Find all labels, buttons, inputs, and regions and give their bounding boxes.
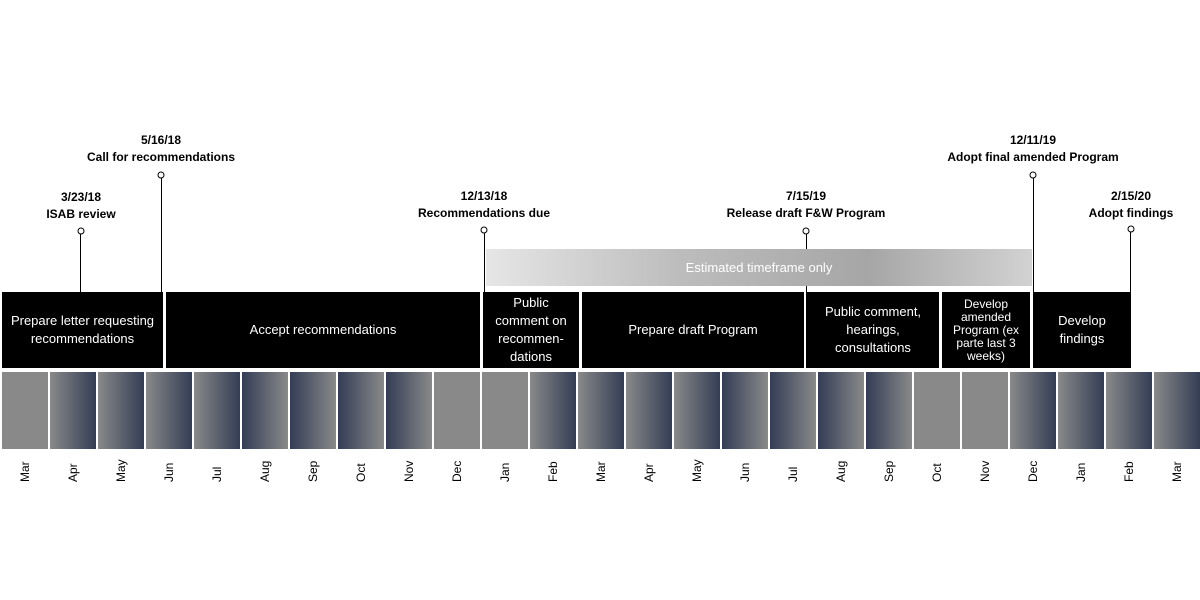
month-label: Jan [498,462,512,482]
milestone-stem [484,230,485,292]
month-cell [98,372,144,449]
month-label: Aug [258,460,272,482]
month-cell [194,372,240,449]
milestone-marker-icon [802,227,810,235]
milestone-stem [161,175,162,292]
month-cell [530,372,576,449]
milestone-text: Release draft F&W Program [726,206,886,220]
month-label: May [114,459,128,482]
month-label: Jan [1074,462,1088,482]
month-cell [578,372,624,449]
milestone-date: 3/23/18 [60,190,102,204]
month-label: Sep [306,460,320,482]
milestone-text: ISAB review [46,207,116,221]
phase-prepare-letter: Prepare letter requesting recommendation… [2,292,163,368]
milestone-date: 7/15/19 [785,189,827,203]
milestone-date: 2/15/20 [1110,189,1152,203]
month-cell [434,372,480,449]
month-label: Mar [18,461,32,482]
month-label: Oct [354,463,368,482]
month-label: Feb [546,461,560,482]
month-cell [722,372,768,449]
phase-public-comment-recommendations: Public comment on recommen-dations [483,292,579,368]
milestone-marker-icon [480,226,488,234]
month-label: Mar [594,461,608,482]
month-cell [818,372,864,449]
month-label: Feb [1122,461,1136,482]
month-cell [1154,372,1200,449]
month-cell [962,372,1008,449]
month-label: Aug [834,460,848,482]
milestone-stem [1130,229,1131,292]
milestone-stem [806,231,807,368]
month-cell [626,372,672,449]
month-cell [674,372,720,449]
month-label: Oct [930,463,944,482]
month-cell [914,372,960,449]
milestone-date: 12/13/18 [460,189,508,203]
milestone-text: Recommendations due [417,206,551,220]
milestone-marker-icon [1029,171,1037,179]
milestone-text: Call for recommendations [86,150,236,164]
month-cell [386,372,432,449]
milestone-marker-icon [157,171,165,179]
month-cell [482,372,528,449]
milestone-marker-icon [77,227,85,235]
milestone-text: Adopt findings [1088,206,1174,220]
phase-develop-amended-program: Develop amended Program (ex parte last 3… [942,292,1030,368]
milestone-stem [1033,175,1034,368]
month-label: Sep [882,460,896,482]
month-label: May [690,459,704,482]
month-cell [1058,372,1104,449]
month-label: Nov [978,460,992,482]
month-cell [338,372,384,449]
month-label: Apr [66,463,80,482]
month-cell [2,372,48,449]
month-label: Mar [1170,461,1184,482]
month-label: Apr [642,463,656,482]
month-cell [146,372,192,449]
month-label: Jun [738,462,752,482]
milestone-date: 5/16/18 [140,133,182,147]
month-cell [290,372,336,449]
month-label: Jul [786,466,800,482]
milestone-stem [80,231,81,292]
month-cell [1106,372,1152,449]
month-label: Dec [450,460,464,482]
phase-develop-findings: Develop findings [1033,292,1131,368]
month-cell [1010,372,1056,449]
month-label: Dec [1026,460,1040,482]
phase-public-comment-hearings: Public comment, hearings, consultations [807,292,939,368]
month-cell [50,372,96,449]
month-cell [242,372,288,449]
month-cell [866,372,912,449]
phase-prepare-draft-program: Prepare draft Program [582,292,804,368]
phase-accept-recommendations: Accept recommendations [166,292,480,368]
month-cell [770,372,816,449]
milestone-text: Adopt final amended Program [947,150,1119,164]
month-label: Jul [210,466,224,482]
estimated-timeframe-band: Estimated timeframe only [486,249,1032,286]
milestone-date: 12/11/19 [1009,133,1057,147]
month-label: Jun [162,462,176,482]
month-label: Nov [402,460,416,482]
milestone-marker-icon [1127,225,1135,233]
